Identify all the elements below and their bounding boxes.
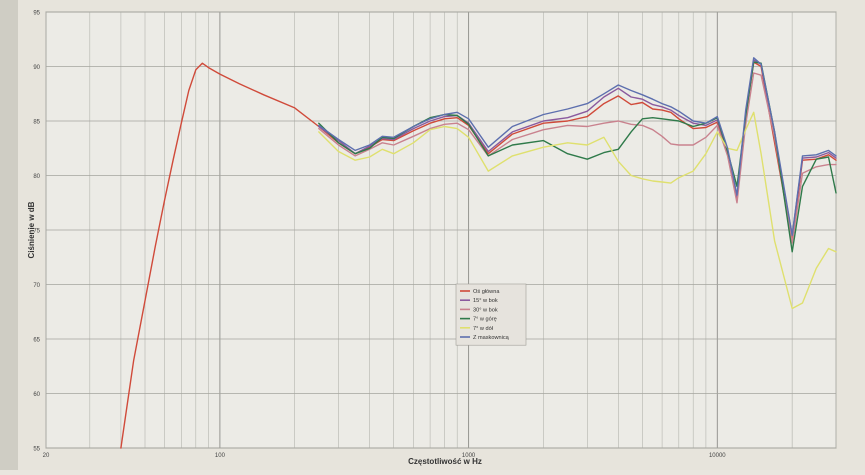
tick-labels: 55 60 65 70 75 80 85 90 95 20 100 1000 10000	[33, 11, 726, 460]
grid	[45, 11, 837, 449]
series-line-6	[318, 57, 837, 237]
legend-box	[455, 283, 527, 346]
y-tick-label: 80	[33, 174, 40, 180]
y-tick-label: 85	[33, 120, 40, 126]
x-tick-label: 20	[43, 453, 50, 459]
legend-entry-label: 7° w górę	[473, 317, 497, 323]
legend: Oś główna 15° w bok 30° w bok 7° w górę 7° w…	[455, 283, 527, 346]
y-tick-label: 60	[33, 392, 40, 398]
y-tick-label: 70	[33, 283, 40, 289]
left-page-edge	[0, 0, 18, 470]
y-axis-label: Ciśnienie w dB	[27, 201, 36, 258]
y-tick-label: 65	[33, 338, 40, 344]
y-tick-label: 55	[33, 447, 40, 453]
x-tick-label: 10000	[709, 453, 726, 459]
y-tick-label: 90	[33, 65, 40, 71]
x-axis-label: Częstotliwość w Hz	[408, 457, 482, 466]
series-line-5	[318, 111, 837, 310]
x-tick-label: 100	[215, 453, 226, 459]
legend-entry-label: 15° w bok	[473, 298, 498, 304]
y-tick-label: 95	[33, 11, 40, 17]
legend-entry-label: 30° w bok	[473, 307, 498, 313]
series-group	[120, 57, 837, 449]
x-tick-label: 1000	[462, 453, 476, 459]
legend-entry-label: Z maskownicą	[473, 335, 510, 341]
legend-entry-label: 7° w dół	[473, 326, 494, 332]
legend-entry-label: Oś główna	[473, 289, 500, 295]
y-tick-label: 75	[33, 229, 40, 235]
